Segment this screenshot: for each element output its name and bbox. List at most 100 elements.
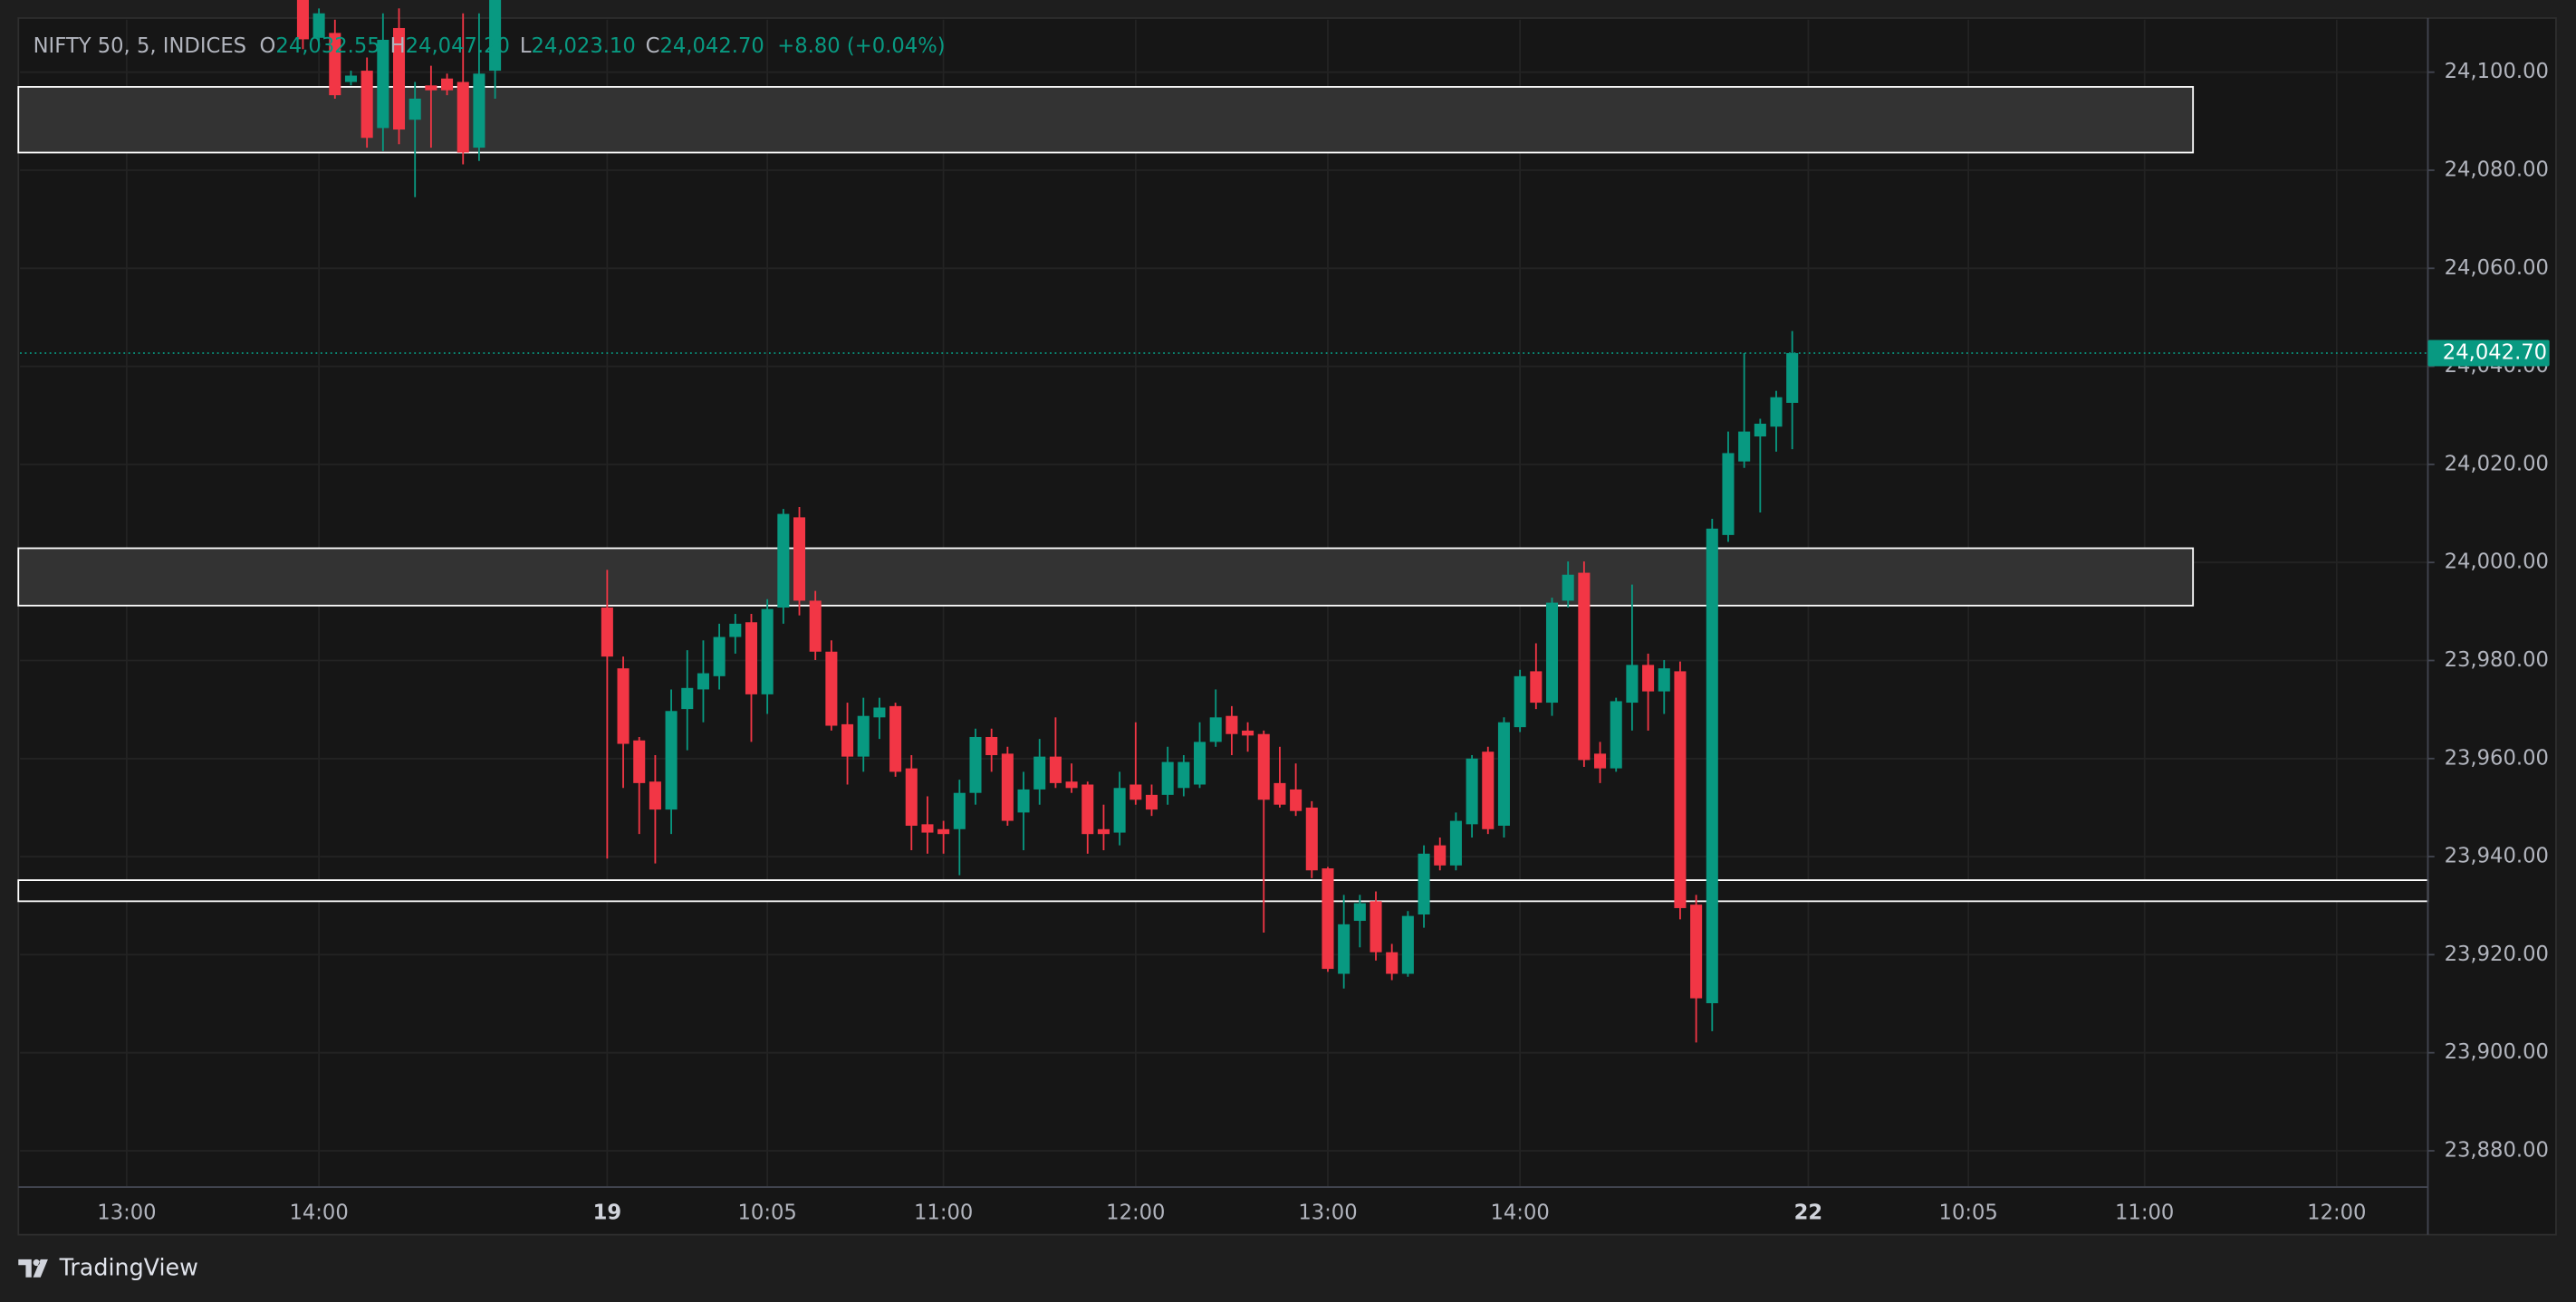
candle-body <box>1674 671 1687 908</box>
candle-body <box>312 13 325 38</box>
candle-body <box>1065 781 1078 789</box>
candle-body <box>1353 903 1366 922</box>
x-tick-label: 12:00 <box>1106 1201 1165 1225</box>
candle-body <box>1514 675 1526 728</box>
candle-body <box>1786 352 1799 403</box>
candle-body <box>1722 453 1735 535</box>
candle-body <box>1610 701 1622 769</box>
candle-body <box>745 622 758 694</box>
candle-body <box>457 81 469 153</box>
candle-body <box>1113 788 1126 833</box>
candle-body <box>857 715 870 757</box>
candle-body <box>1257 733 1270 800</box>
candle-body <box>1770 397 1783 427</box>
candle-body <box>921 824 934 833</box>
y-tick-label: 24,100.00 <box>2445 60 2549 83</box>
last-price-label: 24,042.70 <box>2443 340 2547 364</box>
h-label: H <box>390 34 406 57</box>
y-tick-label: 23,900.00 <box>2445 1040 2549 1064</box>
y-tick-label: 24,060.00 <box>2445 256 2549 280</box>
candle-body <box>1466 758 1478 825</box>
candle-body <box>1690 905 1703 999</box>
candle-body <box>953 792 966 829</box>
plot-background <box>17 17 2557 1236</box>
candle-body <box>617 668 630 744</box>
x-tick-label: 10:05 <box>1939 1201 1998 1225</box>
candle-body <box>1033 756 1046 790</box>
candle-body <box>377 39 389 129</box>
candle-body <box>1706 528 1718 1004</box>
candle-body <box>1145 794 1158 810</box>
candle-body <box>1049 756 1062 783</box>
l-label: L <box>520 34 532 57</box>
candles <box>20 0 2428 1043</box>
o-value: 24,032.55 <box>275 34 380 57</box>
candle-body <box>1001 753 1014 821</box>
y-tick-label: 23,940.00 <box>2445 845 2549 868</box>
x-tick-label: 13:00 <box>1298 1201 1357 1225</box>
candle-body <box>409 98 421 120</box>
x-tick-label: 14:00 <box>289 1201 348 1225</box>
symbol: NIFTY 50, 5, INDICES <box>34 34 246 57</box>
zone <box>17 879 2429 903</box>
candle-body <box>1290 789 1302 811</box>
l-value: 24,023.10 <box>531 34 635 57</box>
candle-body <box>1418 853 1430 914</box>
x-tick-label: 22 <box>1794 1201 1823 1225</box>
candle-body <box>697 673 709 690</box>
candle-body <box>969 736 982 793</box>
candle-body <box>1545 602 1559 704</box>
candle-body <box>1370 901 1382 953</box>
brand-logo <box>18 1259 48 1278</box>
candle-body <box>425 85 437 91</box>
candle-body <box>1738 431 1751 462</box>
candle-body <box>1578 572 1591 761</box>
candle-body <box>905 768 918 826</box>
x-tick-label: 11:00 <box>2115 1201 2174 1225</box>
candle-body <box>1642 665 1655 692</box>
axes: 23,880.00 23,900.00 23,920.00 23,940.00 23,9… <box>97 60 2550 1225</box>
candle-body <box>777 513 790 608</box>
c-value: 24,042.70 <box>659 34 764 57</box>
candle-body <box>713 637 726 676</box>
y-tick-label: 23,920.00 <box>2445 943 2549 966</box>
last-price-box <box>2427 340 2550 367</box>
x-tick-label: 10:05 <box>738 1201 797 1225</box>
candle-body <box>1322 868 1334 970</box>
candle-body <box>1594 753 1607 769</box>
candle-body <box>1482 752 1495 829</box>
candle-body <box>1626 665 1639 704</box>
candle-body <box>633 740 646 783</box>
candle-body <box>1530 671 1543 704</box>
candle-body <box>392 27 406 130</box>
candle-body <box>1161 761 1174 795</box>
candle-body <box>296 0 309 40</box>
candle-body <box>1226 715 1238 734</box>
candle-body <box>1274 782 1286 805</box>
candle-body <box>873 707 886 718</box>
candle-body <box>1177 761 1190 789</box>
y-tick-label: 24,020.00 <box>2445 452 2549 475</box>
candle-body <box>1017 789 1030 813</box>
candle-body <box>937 828 950 835</box>
candle-body <box>473 73 485 148</box>
legend-header: NIFTY 50, 5, INDICES O24,032.55 H24,047.20… <box>34 34 946 57</box>
candle-body <box>344 75 358 82</box>
candle-body <box>1097 828 1110 835</box>
y-tick-label: 23,880.00 <box>2445 1138 2549 1162</box>
candle-body <box>825 651 838 726</box>
candle-body <box>360 71 373 139</box>
candle-body <box>441 78 454 91</box>
x-tick-label: 12:00 <box>2307 1201 2366 1225</box>
candle-body <box>1194 742 1206 785</box>
brand-name: TradingView <box>59 1254 198 1281</box>
candle-body <box>761 608 774 694</box>
y-tick-label: 23,980.00 <box>2445 648 2549 672</box>
candle-body <box>1338 924 1350 974</box>
candle-body <box>489 0 502 72</box>
zone <box>17 547 2195 607</box>
x-tick-label: 14:00 <box>1490 1201 1549 1225</box>
y-tick-label: 24,080.00 <box>2445 158 2549 181</box>
candle-body <box>665 711 678 810</box>
